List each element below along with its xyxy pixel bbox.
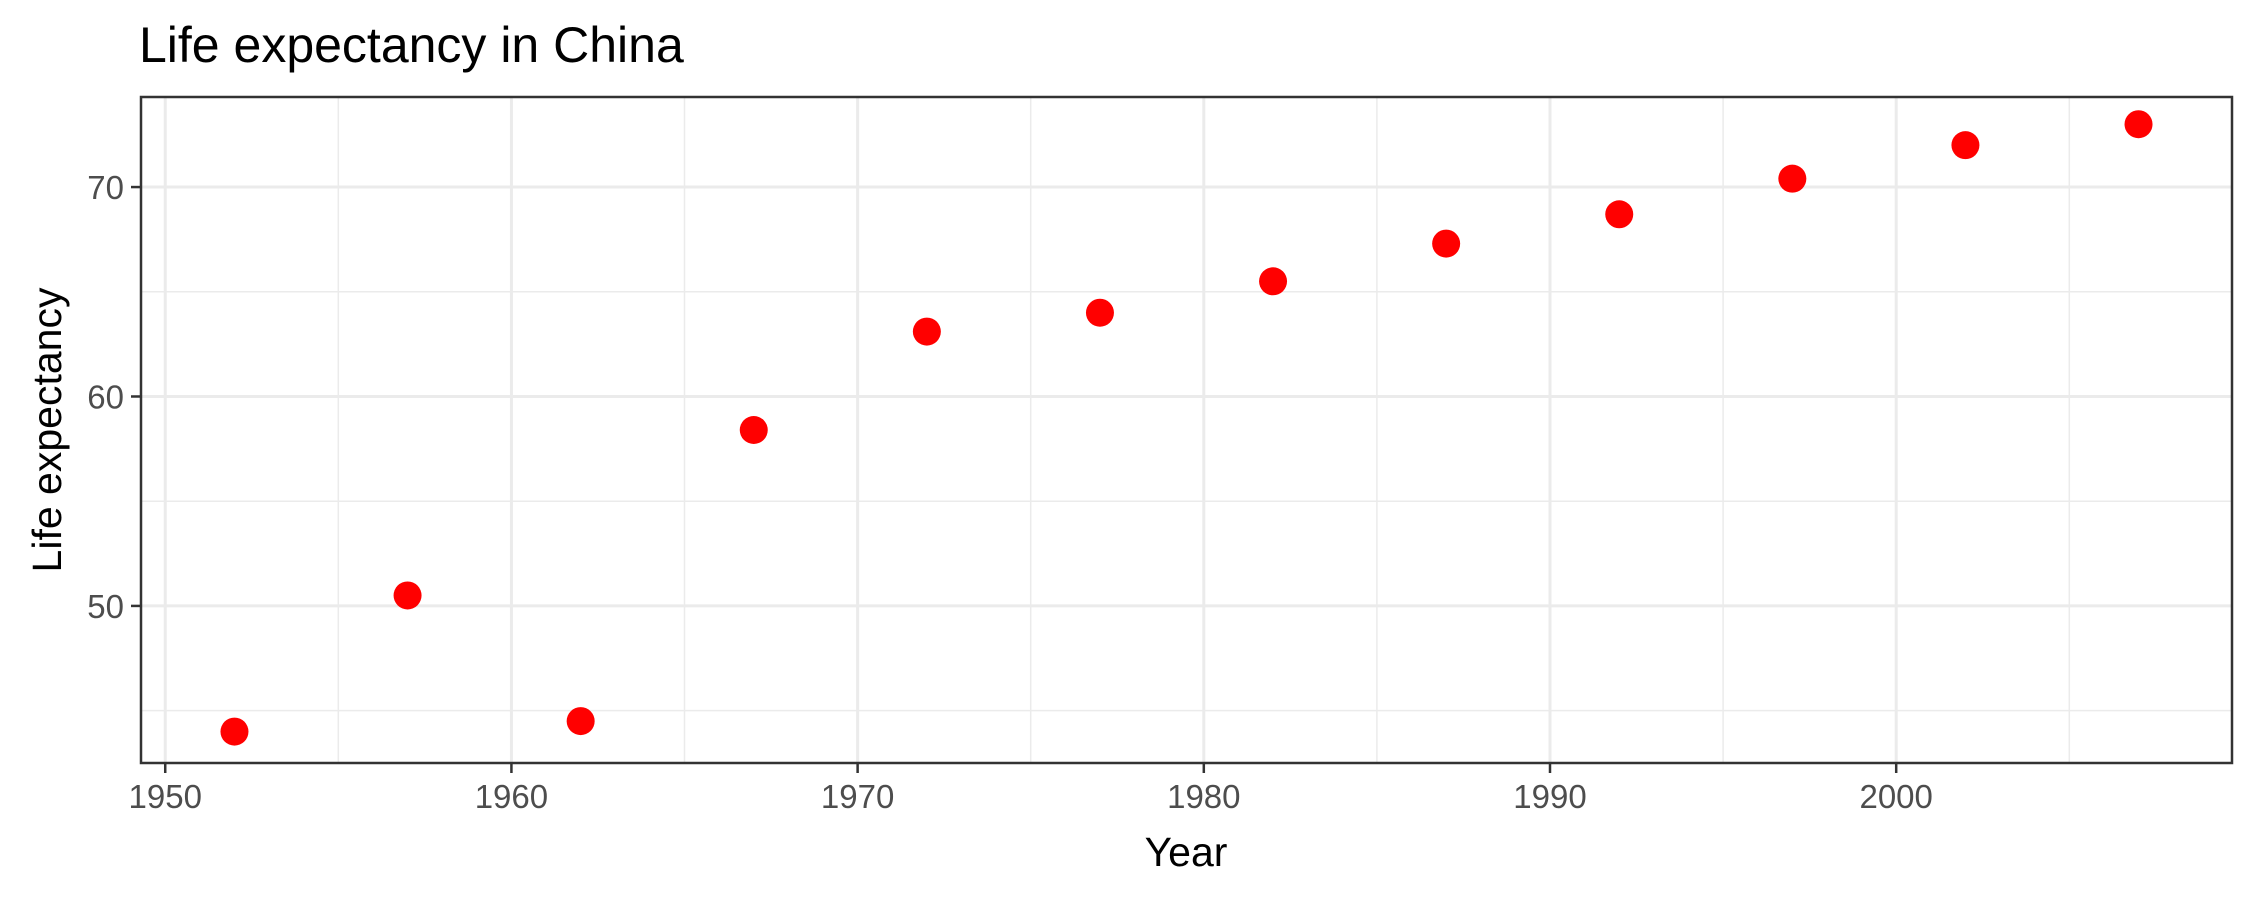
major-grid xyxy=(141,97,2232,763)
data-point xyxy=(1605,200,1634,229)
data-point xyxy=(1432,229,1461,258)
data-point xyxy=(393,581,422,610)
y-tick-label: 70 xyxy=(87,169,124,206)
x-axis-ticks: 1950 1960 1970 1980 1990 2000 xyxy=(129,763,1933,815)
data-point xyxy=(1778,164,1807,193)
minor-grid xyxy=(141,97,2232,763)
x-tick-label: 2000 xyxy=(1859,778,1932,815)
y-axis-title: Life expectancy xyxy=(24,287,70,572)
data-point xyxy=(566,707,595,736)
data-points xyxy=(220,110,2153,746)
x-axis-title: Year xyxy=(1145,829,1228,875)
y-axis-ticks: 50 60 70 xyxy=(87,169,141,625)
x-tick-label: 1990 xyxy=(1513,778,1586,815)
panel-border xyxy=(139,95,2234,765)
data-point xyxy=(1259,267,1288,296)
chart-title: Life expectancy in China xyxy=(139,17,684,73)
x-tick-label: 1980 xyxy=(1167,778,1240,815)
data-point xyxy=(1085,298,1114,327)
data-point xyxy=(2124,110,2153,139)
data-point xyxy=(912,317,941,346)
data-point xyxy=(739,416,768,444)
y-tick-label: 50 xyxy=(87,588,124,625)
x-tick-label: 1950 xyxy=(129,778,202,815)
x-tick-label: 1960 xyxy=(475,778,548,815)
data-point xyxy=(1951,131,1980,160)
data-point xyxy=(220,717,249,746)
y-tick-label: 60 xyxy=(87,378,124,415)
x-tick-label: 1970 xyxy=(821,778,894,815)
